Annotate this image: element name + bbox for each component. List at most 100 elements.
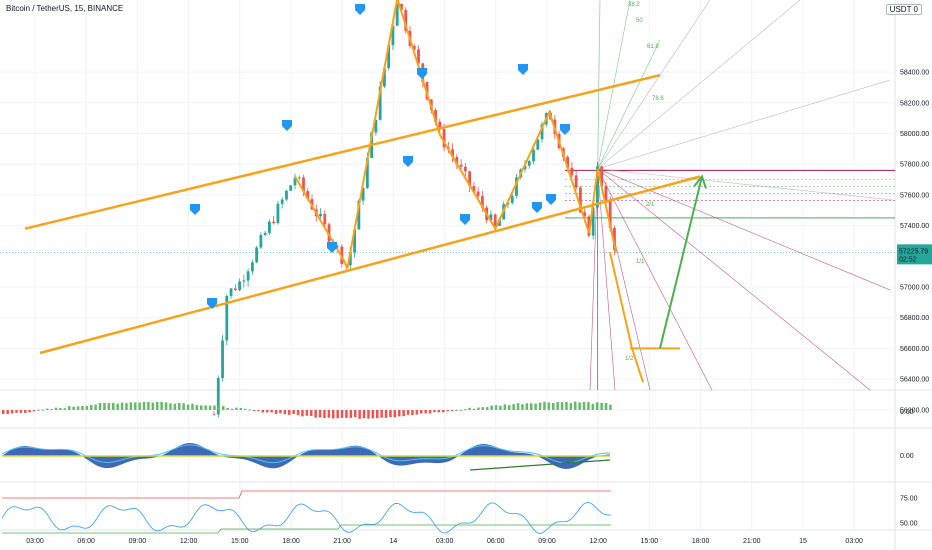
candle-body	[378, 86, 382, 120]
fib-label: 61.8	[647, 44, 659, 50]
pane1-y-label: 0.00	[900, 409, 914, 416]
histogram-bar	[244, 408, 247, 410]
candle-body	[293, 177, 297, 186]
candle-body	[361, 187, 365, 201]
histogram-bar	[85, 405, 89, 410]
histogram-bar	[63, 408, 67, 410]
pivot-high-marker	[355, 4, 365, 15]
histogram-bar	[191, 403, 194, 410]
histogram-bar	[508, 405, 511, 410]
candle-body	[566, 156, 570, 168]
pivot-high-marker	[282, 120, 292, 131]
candle-body	[493, 214, 497, 226]
divergence-line	[469, 459, 611, 471]
histogram-bar	[486, 407, 489, 410]
histogram-bar	[362, 410, 366, 419]
y-tick-label: 56200.00	[900, 407, 929, 414]
pivot-low-marker	[532, 202, 542, 213]
histogram-bar	[512, 404, 515, 410]
histogram-bar	[204, 405, 207, 410]
channel-lower-line	[39, 175, 701, 355]
histogram-bar	[402, 410, 405, 417]
candle-body	[353, 229, 357, 253]
histogram-bar	[230, 408, 234, 410]
histogram-bar	[19, 410, 23, 413]
histogram-bar	[98, 402, 102, 410]
histogram-bar	[323, 410, 326, 418]
histogram-bar	[494, 405, 498, 410]
histogram-bar	[371, 410, 375, 419]
histogram-bar	[380, 410, 383, 418]
x-tick-label: 21:00	[333, 538, 351, 545]
x-tick-label: 09:00	[538, 538, 556, 545]
candle-body	[472, 186, 476, 192]
histogram-bar	[213, 405, 216, 410]
candle-body	[238, 281, 241, 291]
histogram-bar	[609, 404, 612, 410]
histogram-bar	[543, 401, 546, 410]
candle-body	[365, 157, 369, 188]
fib-label: 50	[636, 18, 643, 24]
histogram-bar	[217, 405, 221, 410]
histogram-bar	[393, 410, 397, 418]
histogram-bar	[468, 407, 471, 410]
x-tick-label: 18:00	[282, 538, 300, 545]
histogram-bar	[587, 402, 590, 410]
candle-body	[523, 165, 527, 170]
candle-body	[268, 221, 271, 233]
histogram-bar	[310, 410, 313, 416]
histogram-bar	[450, 410, 454, 412]
candle-body	[387, 45, 391, 69]
histogram-bar	[433, 410, 436, 413]
histogram-bar	[367, 410, 370, 419]
histogram-bar	[112, 402, 115, 410]
histogram-bar	[354, 410, 357, 418]
pane2-y-label: 0.00	[900, 453, 914, 460]
x-tick-label: 06:00	[77, 538, 95, 545]
histogram-bar	[604, 402, 608, 410]
candle-body	[272, 221, 276, 224]
candle-body	[412, 45, 416, 50]
candle-body	[596, 166, 599, 208]
projection-rally-arrow	[659, 176, 703, 349]
histogram-bar	[525, 403, 529, 410]
y-tick-label: 57600.00	[900, 192, 929, 199]
candle-body	[578, 187, 582, 213]
candle-body	[463, 166, 467, 172]
candle-body	[608, 199, 612, 228]
histogram-bar	[305, 410, 309, 416]
histogram-bar	[107, 403, 111, 410]
candle-body	[442, 129, 446, 148]
histogram-bar	[116, 403, 119, 410]
candle-body	[285, 190, 288, 200]
fib-fan-line	[597, 79, 891, 170]
x-tick-label: 12:00	[180, 538, 198, 545]
pivot-high-marker	[190, 204, 200, 215]
histogram-bar	[442, 410, 445, 413]
pivot-low-marker	[327, 242, 337, 253]
fib-fan-line	[597, 168, 871, 391]
histogram-bar	[59, 408, 62, 410]
histogram-bar	[314, 410, 317, 418]
candle-body	[374, 119, 378, 133]
histogram-bar	[578, 402, 581, 410]
candle-body	[438, 121, 442, 130]
histogram-bar	[32, 410, 36, 412]
pivot-low-marker	[546, 194, 556, 205]
histogram-bar	[530, 403, 533, 410]
histogram-bar	[336, 410, 339, 419]
currency-selector[interactable]: USDT 0	[885, 4, 922, 15]
channel-upper-line	[24, 73, 661, 230]
histogram-bar	[552, 403, 555, 410]
histogram-bar	[120, 402, 124, 410]
candle-body	[570, 167, 574, 176]
x-tick-label: 18:00	[692, 538, 710, 545]
histogram-bar	[296, 410, 300, 416]
x-tick-label: 15:00	[641, 538, 659, 545]
fib-fan-line	[597, 168, 891, 291]
candle-body	[225, 295, 229, 341]
symbol-title: Bitcoin / TetherUS, 15, BINANCE	[6, 4, 124, 13]
candle-body	[327, 224, 331, 242]
histogram-bar	[340, 410, 344, 418]
